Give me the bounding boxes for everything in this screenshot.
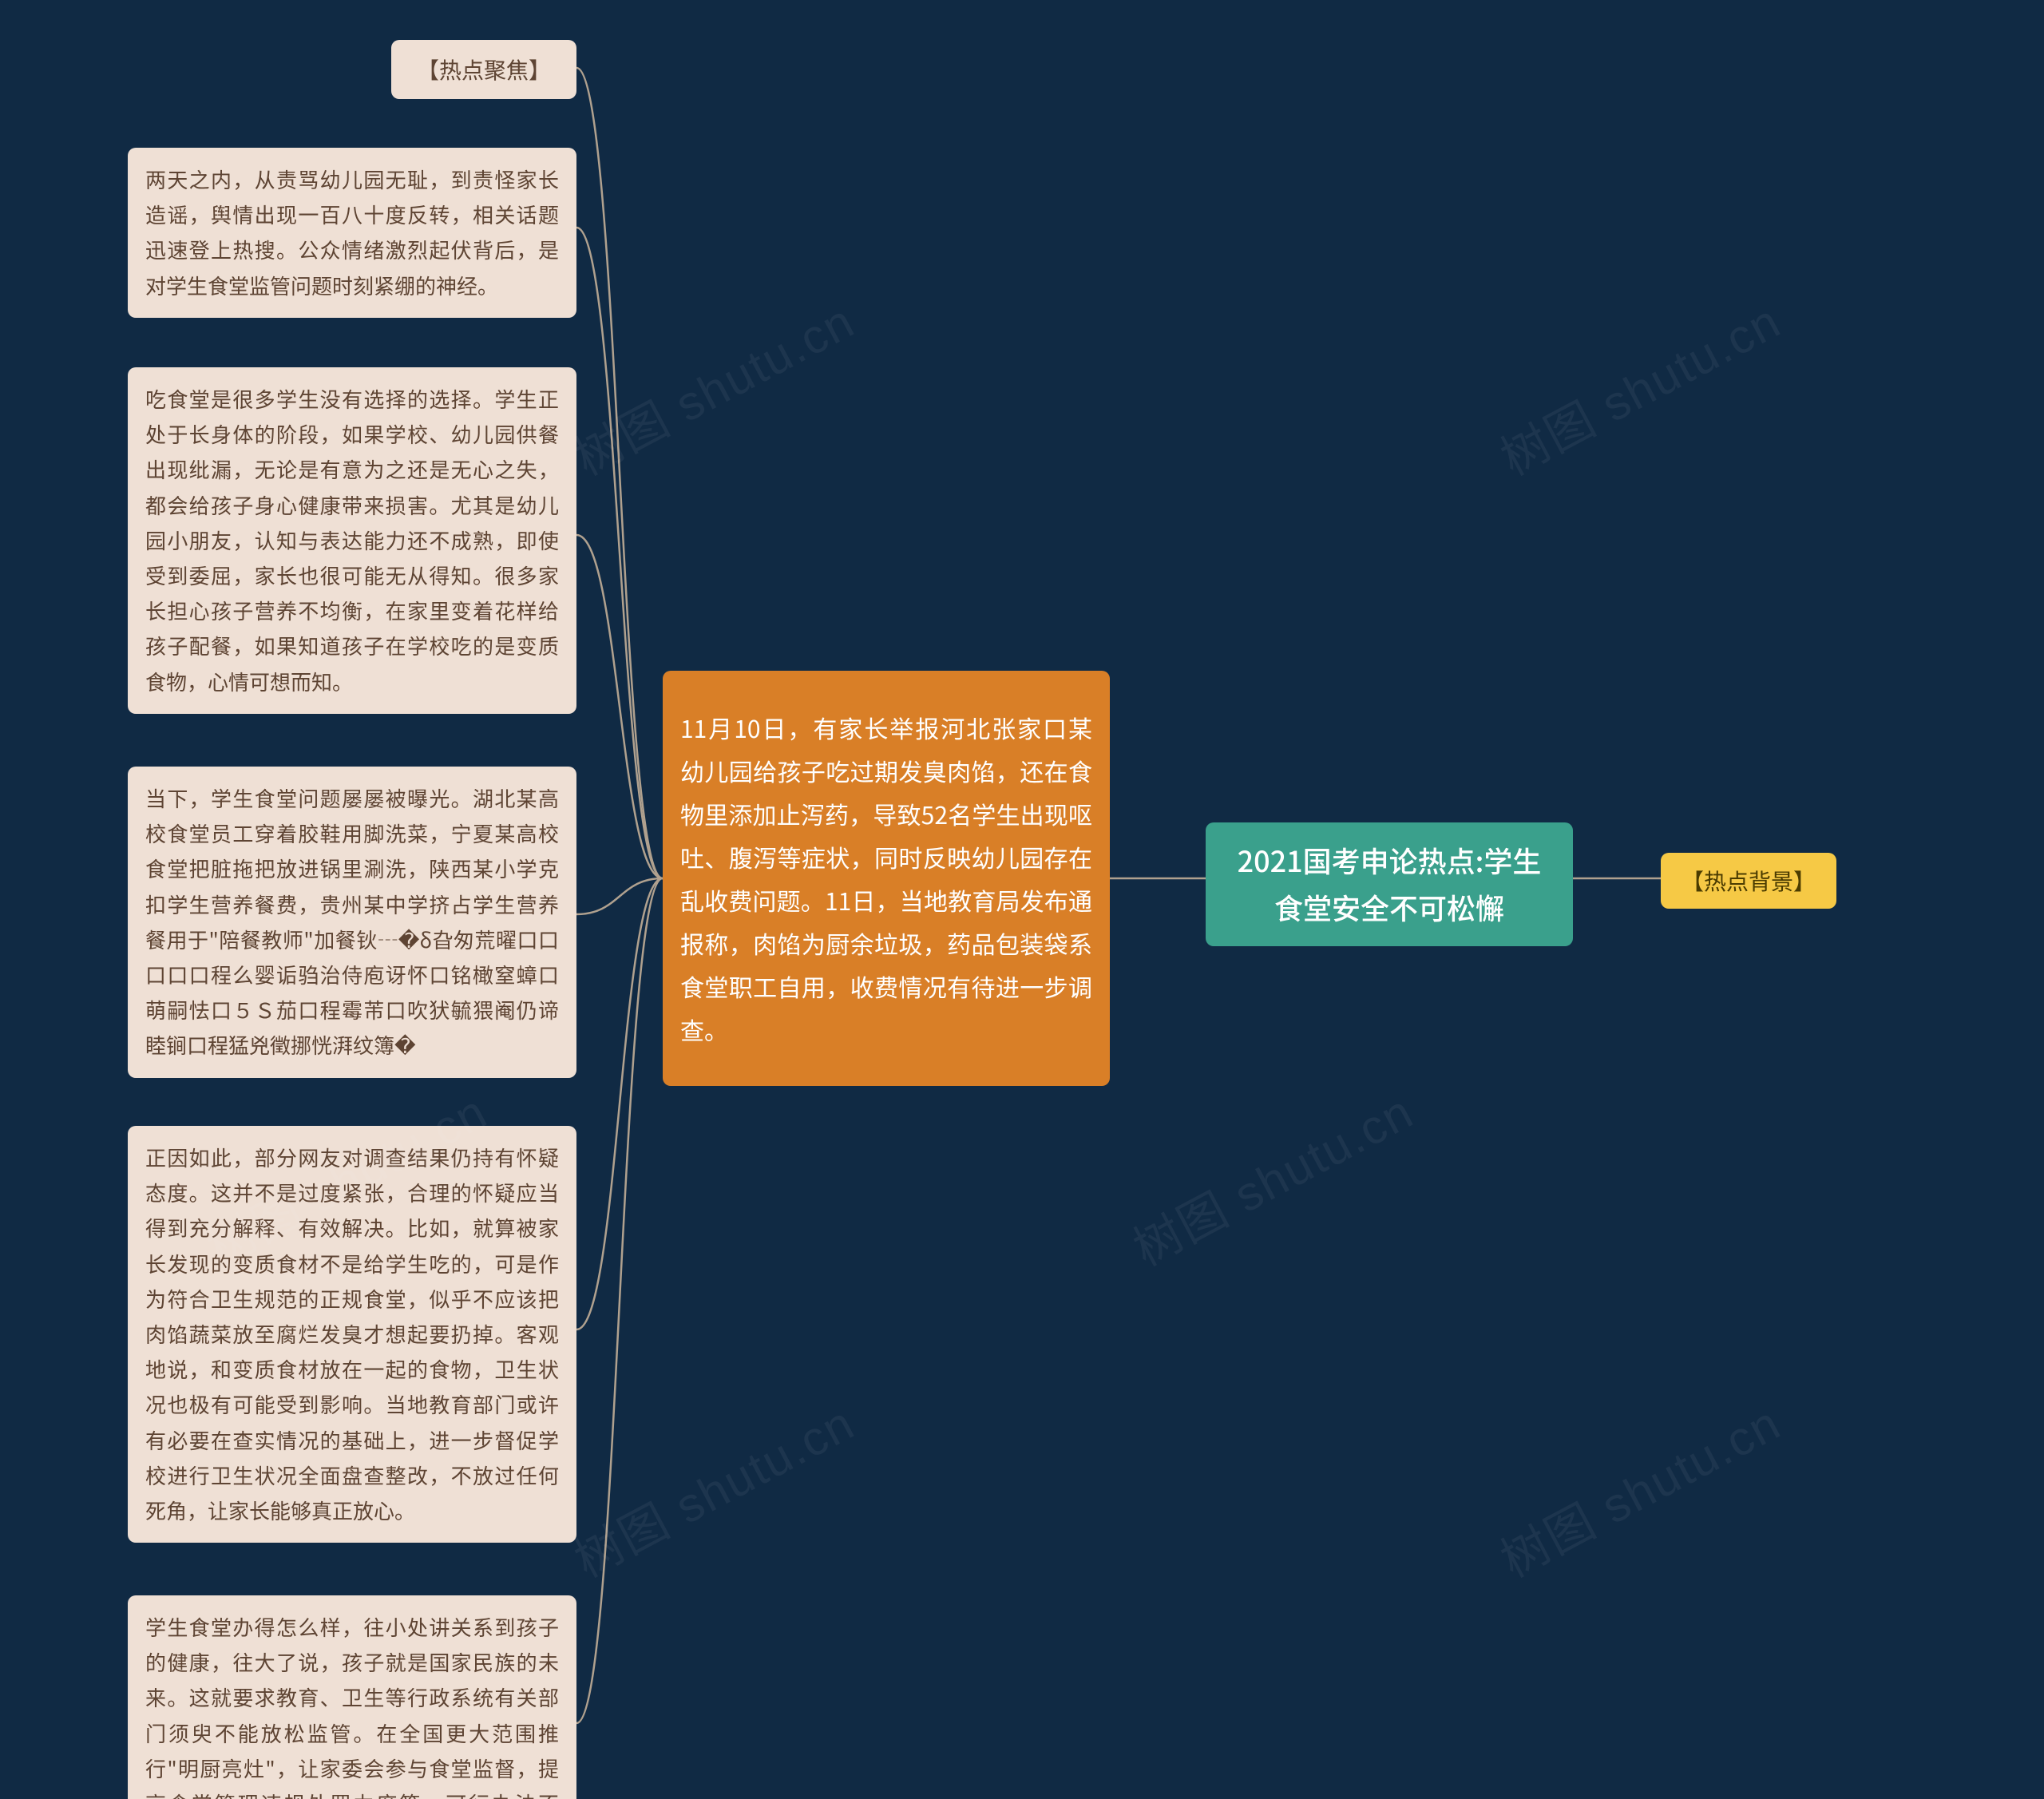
edge-orange-leaf5 [576, 878, 663, 1723]
node-text-leaf3: 当下，学生食堂问题屡屡被曝光。湖北某高校食堂员工穿着胶鞋用脚洗菜，宁夏某高校食堂… [145, 781, 559, 1064]
node-leaf2[interactable]: 吃食堂是很多学生没有选择的选择。学生正处于长身体的阶段，如果学校、幼儿园供餐出现… [128, 367, 576, 714]
node-leaf1[interactable]: 两天之内，从责骂幼儿园无耻，到责怪家长造谣，舆情出现一百八十度反转，相关话题迅速… [128, 148, 576, 318]
mindmap-stage: 2021国考申论热点:学生食堂安全不可松懈 【热点背景】 11月10日，有家长举报河… [0, 0, 2044, 1799]
node-text-orange: 11月10日，有家长举报河北张家口某幼儿园给孩子吃过期发臭肉馅，还在食物里添加止… [680, 706, 1092, 1051]
node-leaf4[interactable]: 正因如此，部分网友对调查结果仍持有怀疑态度。这并不是过度紧张，合理的怀疑应当得到… [128, 1126, 576, 1543]
edge-orange-leaf3 [576, 878, 663, 914]
node-focus_tag[interactable]: 【热点聚焦】 [391, 40, 576, 99]
node-bg_tag[interactable]: 【热点背景】 [1661, 853, 1836, 909]
watermark: 树图 shutu.cn [561, 1385, 865, 1591]
node-text-leaf4: 正因如此，部分网友对调查结果仍持有怀疑态度。这并不是过度紧张，合理的怀疑应当得到… [145, 1140, 559, 1528]
watermark: 树图 shutu.cn [1487, 283, 1791, 489]
node-leaf5[interactable]: 学生食堂办得怎么样，往小处讲关系到孩子的健康，往大了说，孩子就是国家民族的未来。… [128, 1595, 576, 1799]
node-text-focus_tag: 【热点聚焦】 [417, 51, 551, 88]
node-text-leaf2: 吃食堂是很多学生没有选择的选择。学生正处于长身体的阶段，如果学校、幼儿园供餐出现… [145, 382, 559, 699]
edge-orange-leaf1 [576, 228, 663, 878]
node-text-root: 2021国考申论热点:学生食堂安全不可松懈 [1223, 837, 1555, 932]
watermark: 树图 shutu.cn [1119, 1074, 1424, 1280]
watermark: 树图 shutu.cn [561, 283, 865, 489]
edge-orange-leaf4 [576, 878, 663, 1329]
edge-orange-focus_tag [576, 68, 663, 878]
edge-orange-leaf2 [576, 535, 663, 878]
node-orange[interactable]: 11月10日，有家长举报河北张家口某幼儿园给孩子吃过期发臭肉馅，还在食物里添加止… [663, 671, 1110, 1086]
node-text-leaf5: 学生食堂办得怎么样，往小处讲关系到孩子的健康，往大了说，孩子就是国家民族的未来。… [145, 1610, 559, 1799]
node-text-bg_tag: 【热点背景】 [1682, 862, 1816, 899]
node-root[interactable]: 2021国考申论热点:学生食堂安全不可松懈 [1206, 822, 1573, 946]
watermark: 树图 shutu.cn [1487, 1385, 1791, 1591]
node-leaf3[interactable]: 当下，学生食堂问题屡屡被曝光。湖北某高校食堂员工穿着胶鞋用脚洗菜，宁夏某高校食堂… [128, 767, 576, 1078]
node-text-leaf1: 两天之内，从责骂幼儿园无耻，到责怪家长造谣，舆情出现一百八十度反转，相关话题迅速… [145, 162, 559, 303]
